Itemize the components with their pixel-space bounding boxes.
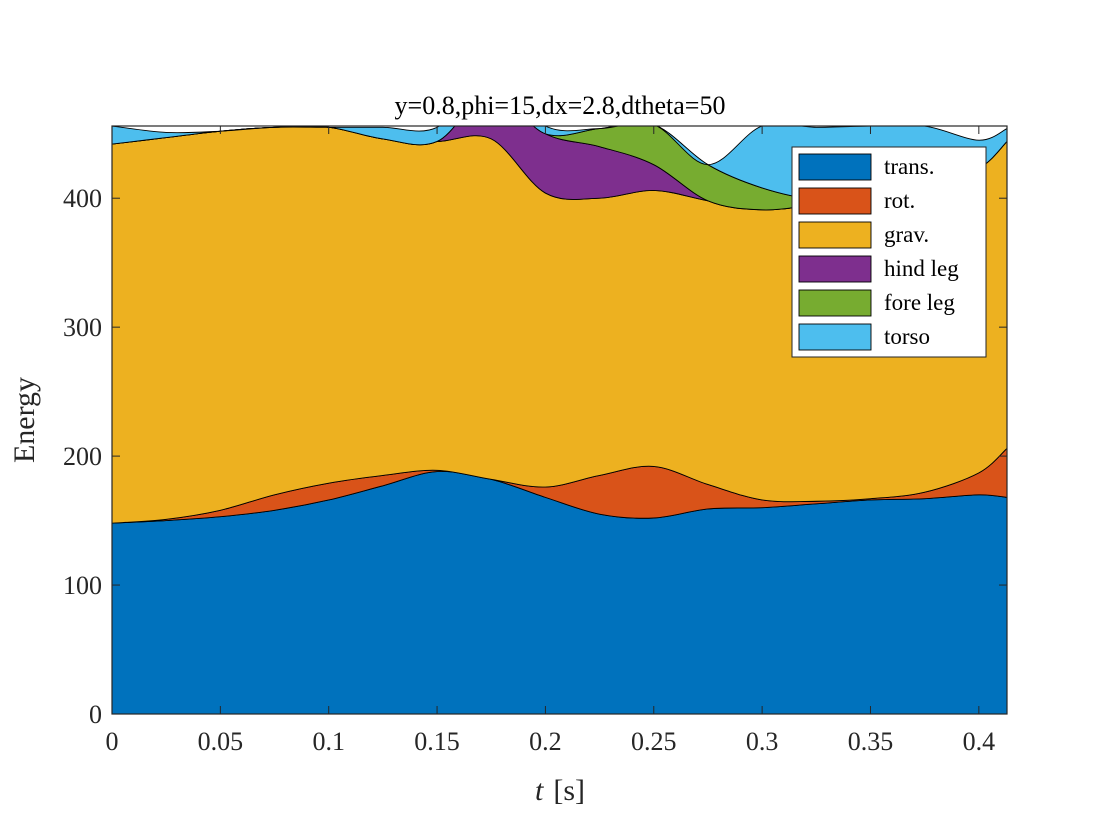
legend-swatch [798, 187, 872, 215]
plot-frame [111, 125, 1008, 715]
x-tick-label: 0.35 [848, 727, 894, 756]
legend-item: torso [798, 323, 930, 351]
y-tick-label: 100 [63, 571, 102, 600]
chart-title: y=0.8,phi=15,dx=2.8,dtheta=50 [395, 91, 726, 120]
x-axis-label-variable: t [535, 774, 544, 807]
legend-label: grav. [884, 222, 929, 247]
legend-item: fore leg [798, 289, 955, 317]
legend-item: rot. [798, 187, 915, 215]
x-tick-label: 0.15 [414, 727, 460, 756]
legend-label: rot. [884, 188, 915, 213]
legend-swatch [798, 255, 872, 283]
y-tick-label: 300 [63, 313, 102, 342]
x-tick-label: 0.3 [746, 727, 779, 756]
legend-label: hind leg [884, 256, 959, 281]
x-tick-label: 0.05 [198, 727, 244, 756]
x-axis-label-unit: [s] [553, 774, 585, 807]
area-layers [112, 126, 1007, 714]
x-tick-label: 0 [106, 727, 119, 756]
y-axis-label: Energy [8, 377, 41, 463]
x-tick-label: 0.25 [631, 727, 677, 756]
y-tick-label: 200 [63, 442, 102, 471]
legend-swatch [798, 289, 872, 317]
legend-swatch [798, 153, 872, 181]
area-torso [112, 126, 1007, 201]
legend-item: hind leg [798, 255, 959, 283]
y-tick-label: 400 [63, 184, 102, 213]
x-tick-label: 0.4 [963, 727, 996, 756]
x-tick-label: 0.1 [312, 727, 345, 756]
y-tick-label: 0 [89, 700, 102, 729]
legend-box [791, 146, 987, 358]
legend-item: grav. [798, 221, 929, 249]
axis-ticks: 0 0.05 0.1 0.15 0.2 0.25 0.3 0.35 0.4 0 100 200 300 4… [63, 126, 1007, 756]
legend-label: torso [884, 324, 930, 349]
x-tick-label: 0.2 [529, 727, 562, 756]
legend-swatch [798, 323, 872, 351]
x-axis-label: t [s] [535, 774, 585, 807]
legend-label: trans. [884, 154, 934, 179]
legend-label: fore leg [884, 290, 955, 315]
legend-item: trans. [798, 153, 934, 181]
legend-swatch [798, 221, 872, 249]
legend: trans. rot. grav. hind leg fore leg torso [791, 146, 987, 358]
